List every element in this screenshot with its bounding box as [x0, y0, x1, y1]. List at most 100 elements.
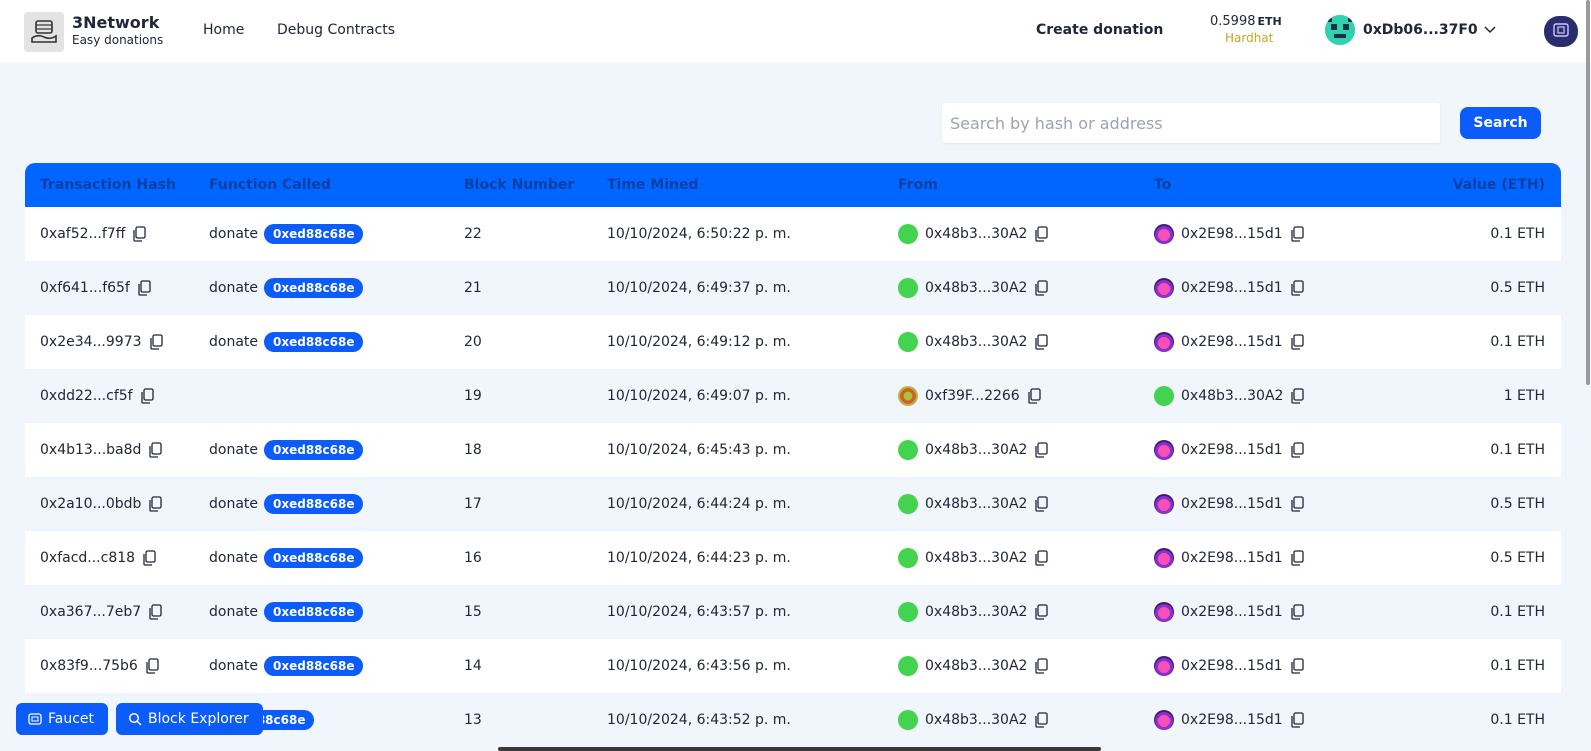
copy-icon[interactable]	[142, 550, 156, 566]
nav-debug-contracts[interactable]: Debug Contracts	[277, 22, 396, 38]
table-row[interactable]: 0x2a10...0bdb donate 0xed88c68e 17 10/10/202…	[25, 477, 1561, 531]
from-avatar	[898, 224, 918, 244]
to-address[interactable]: 0x2E98...15d1	[1181, 280, 1283, 296]
to-address-cell: 0x2E98...15d1	[1154, 315, 1304, 369]
tx-hash-link[interactable]: 0x4b13...ba8d	[40, 442, 142, 458]
copy-icon[interactable]	[1034, 280, 1049, 296]
copy-icon[interactable]	[1290, 550, 1304, 566]
copy-icon[interactable]	[148, 496, 163, 512]
block-number[interactable]: 13	[464, 712, 482, 728]
nav-home[interactable]: Home	[203, 22, 245, 38]
tx-hash-link[interactable]: 0xf641...f65f	[40, 280, 130, 296]
table-row[interactable]: 0x83f9...75b6 donate 0xed88c68e 14 10/10/202…	[25, 639, 1561, 693]
to-avatar	[1154, 224, 1174, 244]
from-address[interactable]: 0x48b3...30A2	[925, 658, 1028, 674]
copy-icon[interactable]	[1290, 496, 1304, 512]
copy-icon[interactable]	[1290, 658, 1304, 674]
from-address[interactable]: 0x48b3...30A2	[925, 550, 1028, 566]
tx-hash-link[interactable]: 0x2a10...0bdb	[40, 496, 142, 512]
horizontal-scrollbar[interactable]	[498, 747, 1101, 751]
copy-icon[interactable]	[1034, 604, 1049, 620]
create-donation-link[interactable]: Create donation	[1036, 22, 1164, 38]
from-address[interactable]: 0x48b3...30A2	[925, 226, 1028, 242]
copy-icon[interactable]	[148, 604, 162, 620]
copy-icon[interactable]	[1290, 226, 1304, 242]
block-explorer-button[interactable]: Block Explorer	[116, 703, 263, 735]
copy-icon[interactable]	[148, 442, 163, 458]
account-dropdown[interactable]: 0xDb06...37F0	[1320, 14, 1500, 46]
table-row[interactable]: 0xf641...f65f donate 0xed88c68e 21 10/10/202…	[25, 261, 1561, 315]
column-header-hash: Transaction Hash	[40, 177, 176, 193]
value-eth: 0.1 ETH	[1490, 226, 1545, 242]
block-number[interactable]: 15	[464, 604, 482, 620]
copy-icon[interactable]	[1027, 388, 1041, 404]
to-address[interactable]: 0x2E98...15d1	[1181, 712, 1283, 728]
to-address[interactable]: 0x2E98...15d1	[1181, 442, 1283, 458]
copy-icon[interactable]	[1034, 226, 1049, 242]
block-number[interactable]: 20	[464, 334, 482, 350]
block-number[interactable]: 14	[464, 658, 482, 674]
from-address[interactable]: 0x48b3...30A2	[925, 442, 1028, 458]
copy-icon[interactable]	[1290, 712, 1304, 728]
copy-icon[interactable]	[1034, 712, 1049, 728]
block-number[interactable]: 16	[464, 550, 482, 566]
from-address[interactable]: 0x48b3...30A2	[925, 712, 1028, 728]
block-number[interactable]: 19	[464, 388, 482, 404]
from-address[interactable]: 0x48b3...30A2	[925, 334, 1028, 350]
copy-icon[interactable]	[132, 226, 147, 242]
copy-icon[interactable]	[1034, 496, 1049, 512]
tx-hash-link[interactable]: 0xfacd...c818	[40, 550, 136, 566]
tx-hash-link[interactable]: 0x83f9...75b6	[40, 658, 138, 674]
to-address[interactable]: 0x2E98...15d1	[1181, 226, 1283, 242]
from-address[interactable]: 0x48b3...30A2	[925, 280, 1028, 296]
copy-icon[interactable]	[1290, 604, 1304, 620]
copy-icon[interactable]	[1034, 442, 1049, 458]
search-button[interactable]: Search	[1460, 107, 1541, 139]
table-row[interactable]: 0xed88c68e 13 10/10/2024, 6:43:52 p. m. 0x4…	[25, 693, 1561, 747]
to-address[interactable]: 0x2E98...15d1	[1181, 334, 1283, 350]
from-address[interactable]: 0x48b3...30A2	[925, 604, 1028, 620]
faucet-button[interactable]: Faucet	[16, 703, 108, 735]
copy-icon[interactable]	[1290, 334, 1304, 350]
copy-icon[interactable]	[1290, 388, 1305, 404]
function-selector-badge: 0xed88c68e	[264, 548, 364, 568]
search-input[interactable]	[942, 103, 1440, 143]
from-address[interactable]: 0xf39F...2266	[925, 388, 1020, 404]
tx-hash-link[interactable]: 0xa367...7eb7	[40, 604, 142, 620]
copy-icon[interactable]	[145, 658, 159, 674]
table-row[interactable]: 0xdd22...cf5f 19 10/10/2024, 6:49:07 p. m.…	[25, 369, 1561, 423]
to-address[interactable]: 0x2E98...15d1	[1181, 496, 1283, 512]
copy-icon[interactable]	[1034, 658, 1049, 674]
block-number[interactable]: 21	[464, 280, 482, 296]
block-number[interactable]: 22	[464, 226, 482, 242]
copy-icon[interactable]	[137, 280, 151, 296]
to-address-cell: 0x2E98...15d1	[1154, 639, 1304, 693]
copy-icon[interactable]	[1034, 550, 1049, 566]
to-address[interactable]: 0x48b3...30A2	[1181, 388, 1284, 404]
to-avatar	[1154, 548, 1174, 568]
brand-title[interactable]: 3Network	[72, 13, 160, 32]
brand-subtitle: Easy donations	[72, 33, 164, 47]
vertical-scrollbar[interactable]	[1586, 0, 1590, 385]
copy-icon[interactable]	[140, 388, 154, 404]
table-row[interactable]: 0x2e34...9973 donate 0xed88c68e 20 10/10/202…	[25, 315, 1561, 369]
table-row[interactable]: 0xfacd...c818 donate 0xed88c68e 16 10/10/202…	[25, 531, 1561, 585]
table-row[interactable]: 0xa367...7eb7 donate 0xed88c68e 15 10/10/202…	[25, 585, 1561, 639]
qr-code-button[interactable]	[1544, 16, 1578, 47]
block-number[interactable]: 18	[464, 442, 482, 458]
copy-icon[interactable]	[1034, 334, 1049, 350]
to-address[interactable]: 0x2E98...15d1	[1181, 550, 1283, 566]
logo-icon[interactable]	[24, 12, 64, 52]
table-row[interactable]: 0xaf52...f7ff donate 0xed88c68e 22 10/10/202…	[25, 207, 1561, 261]
copy-icon[interactable]	[1290, 280, 1304, 296]
from-address[interactable]: 0x48b3...30A2	[925, 496, 1028, 512]
copy-icon[interactable]	[1290, 442, 1304, 458]
block-number[interactable]: 17	[464, 496, 482, 512]
copy-icon[interactable]	[149, 334, 163, 350]
to-address[interactable]: 0x2E98...15d1	[1181, 604, 1283, 620]
tx-hash-link[interactable]: 0xaf52...f7ff	[40, 226, 126, 242]
tx-hash-link[interactable]: 0x2e34...9973	[40, 334, 142, 350]
to-address[interactable]: 0x2E98...15d1	[1181, 658, 1283, 674]
tx-hash-link[interactable]: 0xdd22...cf5f	[40, 388, 133, 404]
table-row[interactable]: 0x4b13...ba8d donate 0xed88c68e 18 10/10/202…	[25, 423, 1561, 477]
